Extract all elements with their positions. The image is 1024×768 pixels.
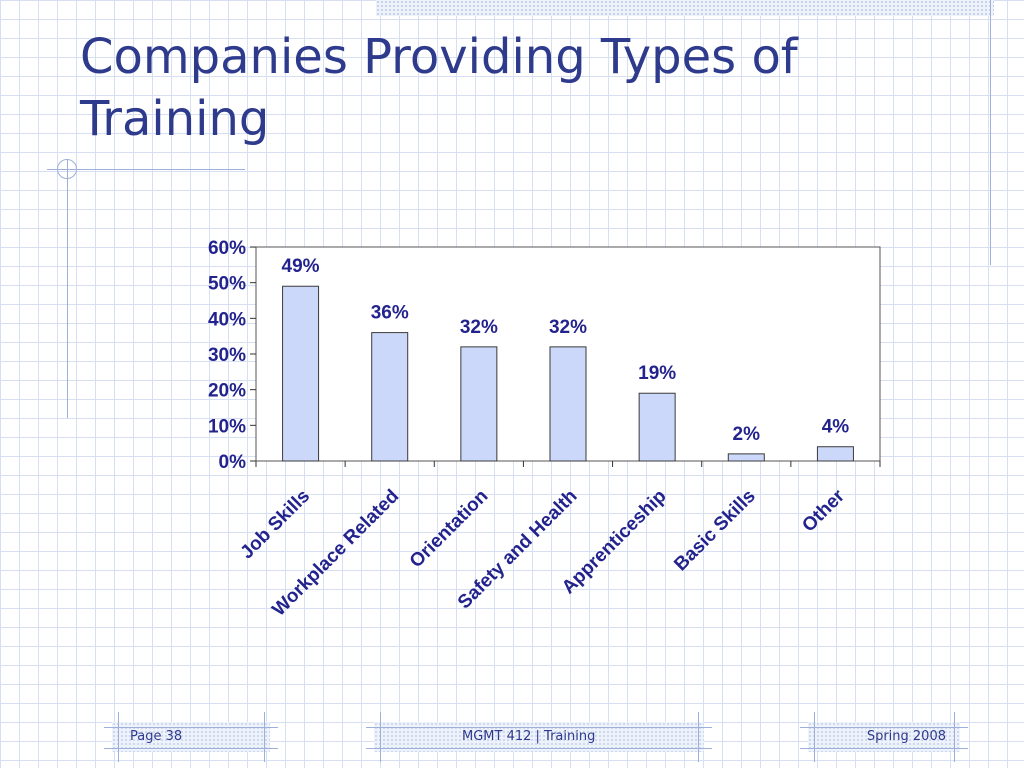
category-label: Job Skills [237,486,315,564]
bar [816,446,854,462]
footer-term-label: Spring 2008 [866,729,946,744]
data-label: 36% [371,303,409,324]
y-tick-label: 30% [208,345,246,366]
decorative-vertical-line-left [67,160,68,418]
y-tick-label: 60% [208,238,246,259]
bar [549,346,587,462]
bar [282,285,320,462]
data-label: 32% [549,317,587,338]
category-label: Orientation [406,486,493,573]
footer-frame-line-bottom [366,748,712,749]
footer-term-box: Spring 2008 [800,712,968,762]
bar [638,392,676,462]
category-label: Basic Skills [670,486,760,576]
y-tick-label: 0% [219,452,247,473]
footer-frame-line-top [366,727,712,728]
footer-frame-line-right [954,712,955,762]
y-tick-label: 10% [208,416,246,437]
decorative-circle [57,159,77,179]
footer-course-box: MGMT 412 | Training [366,712,712,762]
footer-course-label: MGMT 412 | Training [462,729,596,744]
y-tick-label: 20% [208,381,246,402]
decorative-horizontal-line [47,169,245,170]
data-label: 32% [460,317,498,338]
bar [371,332,409,462]
footer-page-number: Page 38 [130,729,183,744]
bar [727,453,765,462]
top-dot-band [376,0,994,16]
footer-frame-line-top [104,727,278,728]
slide-title: Companies Providing Types of Training [80,29,798,147]
data-label: 49% [282,256,320,277]
footer-frame-line-bottom [800,748,968,749]
decorative-vertical-line-right [990,0,991,265]
footer-frame-line-bottom [104,748,278,749]
footer-frame-line-left [118,712,119,762]
footer-frame-line-right [698,712,699,762]
data-label: 2% [733,424,761,445]
data-label: 4% [822,417,850,438]
footer-frame-line-top [800,727,968,728]
data-label: 19% [638,363,676,384]
bar [460,346,498,462]
footer-frame-line-left [380,712,381,762]
category-label: Other [798,485,849,536]
y-tick-label: 40% [208,309,246,330]
footer-frame-line-right [264,712,265,762]
y-tick-label: 50% [208,274,246,295]
footer-frame-line-left [814,712,815,762]
footer-page-box: Page 38 [104,712,278,762]
